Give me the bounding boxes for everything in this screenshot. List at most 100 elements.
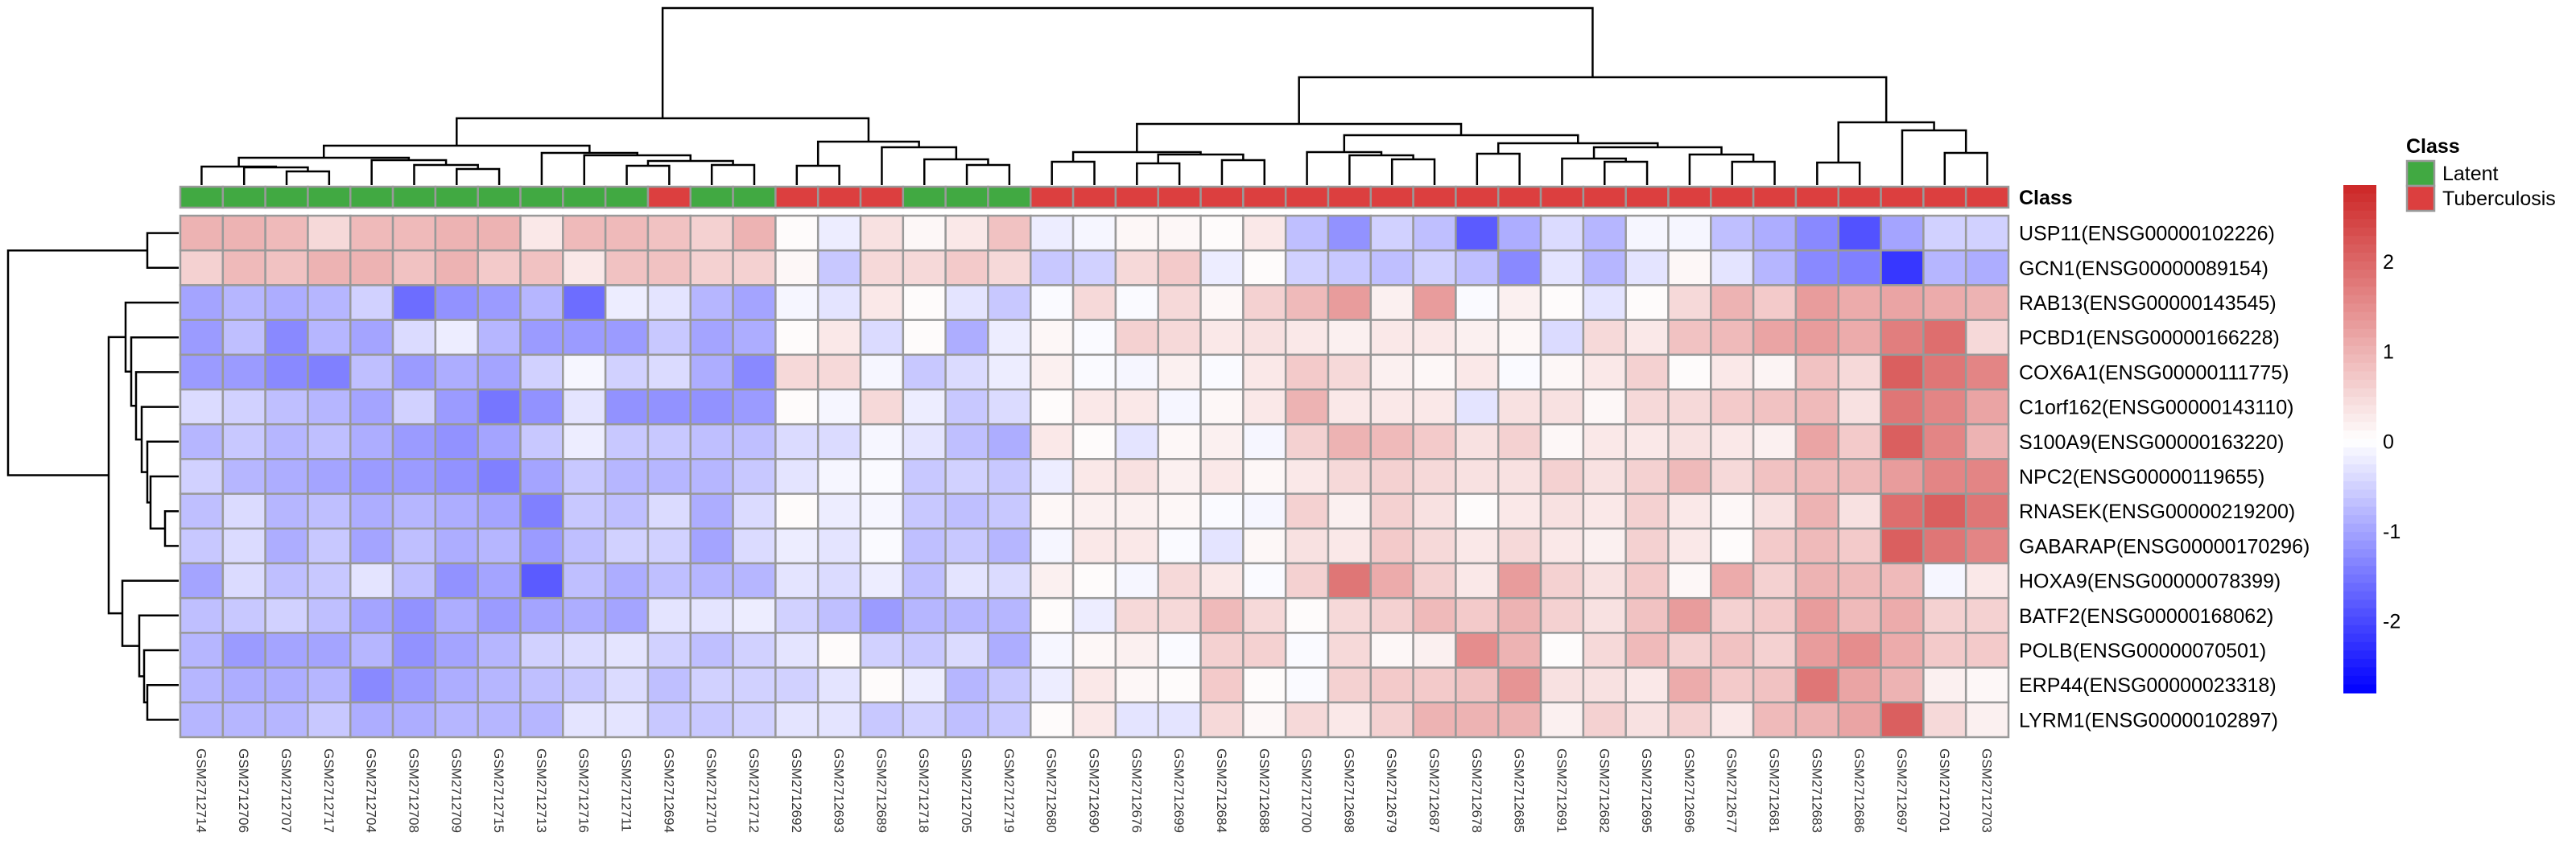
heatmap-cell — [519, 214, 564, 252]
heatmap-cell — [1837, 388, 1882, 426]
heatmap-cell — [477, 632, 522, 669]
column-label: GSM2712710 — [704, 748, 719, 833]
heatmap-cell — [1284, 319, 1330, 357]
class-legend-label: Tuberculosis — [2442, 188, 2556, 210]
heatmap-cell — [1922, 562, 1967, 600]
color-scale-step — [2343, 379, 2376, 389]
color-scale-step — [2343, 286, 2376, 296]
heatmap-cell — [646, 214, 692, 252]
column-label: GSM2712692 — [789, 748, 804, 833]
class-bar-cell — [1880, 185, 1925, 209]
heatmap-cell — [1114, 666, 1159, 704]
dendrogram-branch — [1476, 152, 1521, 185]
heatmap-cell — [1199, 249, 1245, 286]
heatmap-cell — [1455, 458, 1500, 495]
heatmap-cell — [349, 493, 394, 530]
heatmap-cell — [859, 353, 905, 391]
heatmap-cell — [1496, 666, 1542, 704]
class-bar-cell — [1412, 185, 1457, 209]
dendrogram-branch — [242, 166, 309, 185]
heatmap-cell — [349, 632, 394, 669]
heatmap-cell — [944, 422, 989, 460]
row-label: HOXA9(ENSG00000078399) — [2019, 571, 2281, 593]
heatmap-cell — [1752, 388, 1798, 426]
heatmap-cell — [477, 249, 522, 286]
heatmap-cell — [1837, 458, 1882, 495]
heatmap-cell — [1284, 666, 1330, 704]
class-bar-cell — [1710, 185, 1755, 209]
column-label: GSM2712719 — [1001, 748, 1017, 833]
heatmap-cell — [519, 458, 564, 495]
class-bar-cell — [1157, 185, 1202, 209]
row-label: C1orf162(ENSG00000143110) — [2019, 397, 2293, 419]
heatmap-cell — [1327, 666, 1373, 704]
dendrogram-branch — [1688, 153, 1755, 185]
heatmap-cell — [179, 562, 225, 600]
heatmap-cell — [477, 284, 522, 321]
dendrogram-branch — [121, 579, 179, 647]
heatmap-cell — [1114, 701, 1159, 739]
heatmap-cell — [179, 388, 225, 426]
heatmap-cell — [1071, 319, 1117, 357]
heatmap-cell — [391, 632, 437, 669]
heatmap-cell — [859, 701, 905, 739]
heatmap-cell — [1327, 249, 1373, 286]
heatmap-cell — [1624, 214, 1670, 252]
color-scale-step — [2343, 202, 2376, 212]
heatmap-cell — [1496, 493, 1542, 530]
heatmap-cell — [434, 701, 479, 739]
color-scale-step — [2343, 320, 2376, 330]
heatmap-cell — [349, 319, 394, 357]
heatmap-cell — [1496, 562, 1542, 600]
class-bar-cell — [1327, 185, 1373, 209]
heatmap-cell — [774, 701, 819, 739]
row-label: POLB(ENSG00000070501) — [2019, 640, 2266, 662]
row-label: LYRM1(ENSG00000102897) — [2019, 709, 2278, 732]
color-scale-step — [2343, 185, 2376, 195]
heatmap-cell — [264, 458, 309, 495]
dendrogram-branch — [795, 164, 840, 185]
column-label: GSM2712699 — [1171, 748, 1187, 833]
heatmap-cell — [1199, 214, 1245, 252]
class-legend-title: Class — [2406, 135, 2460, 158]
heatmap-cell — [1794, 596, 1839, 634]
heatmap-cell — [902, 388, 947, 426]
heatmap-cell — [859, 562, 905, 600]
column-label: GSM2712686 — [1852, 748, 1867, 833]
heatmap-cell — [1667, 701, 1712, 739]
class-legend-swatch-latent — [2405, 159, 2436, 188]
heatmap-cell — [1496, 701, 1542, 739]
heatmap-cell — [1496, 284, 1542, 321]
color-scale-step — [2343, 388, 2376, 398]
heatmap-cell — [646, 458, 692, 495]
dendrogram-branch — [138, 614, 179, 678]
heatmap-cell — [987, 701, 1032, 739]
heatmap-cell — [1157, 353, 1202, 391]
heatmap-cell — [1880, 632, 1925, 669]
column-label: GSM2712718 — [916, 748, 931, 833]
heatmap-cell — [1455, 596, 1500, 634]
heatmap-cell — [1837, 596, 1882, 634]
heatmap-cell — [774, 527, 819, 565]
heatmap-cell — [1667, 596, 1712, 634]
heatmap-cell — [1199, 284, 1245, 321]
color-scale-step — [2343, 405, 2376, 414]
color-scale-step — [2343, 481, 2376, 491]
heatmap-cell — [689, 527, 734, 565]
class-annotation-bar — [179, 185, 2010, 209]
heatmap-cell — [1964, 388, 2010, 426]
heatmap-cell — [1964, 562, 2010, 600]
heatmap-cell — [1284, 388, 1330, 426]
color-scale-tick-label: -1 — [2383, 521, 2401, 543]
heatmap-cell — [1412, 527, 1457, 565]
heatmap-cell — [1030, 493, 1075, 530]
heatmap-cell — [689, 353, 734, 391]
dendrogram-branch — [456, 117, 870, 146]
heatmap-cell — [1114, 527, 1159, 565]
heatmap-cell — [1412, 422, 1457, 460]
heatmap-cell — [732, 666, 777, 704]
heatmap-cell — [1539, 632, 1585, 669]
heatmap-cell — [1582, 701, 1627, 739]
color-scale-step — [2343, 675, 2376, 686]
heatmap-cell — [1114, 284, 1159, 321]
